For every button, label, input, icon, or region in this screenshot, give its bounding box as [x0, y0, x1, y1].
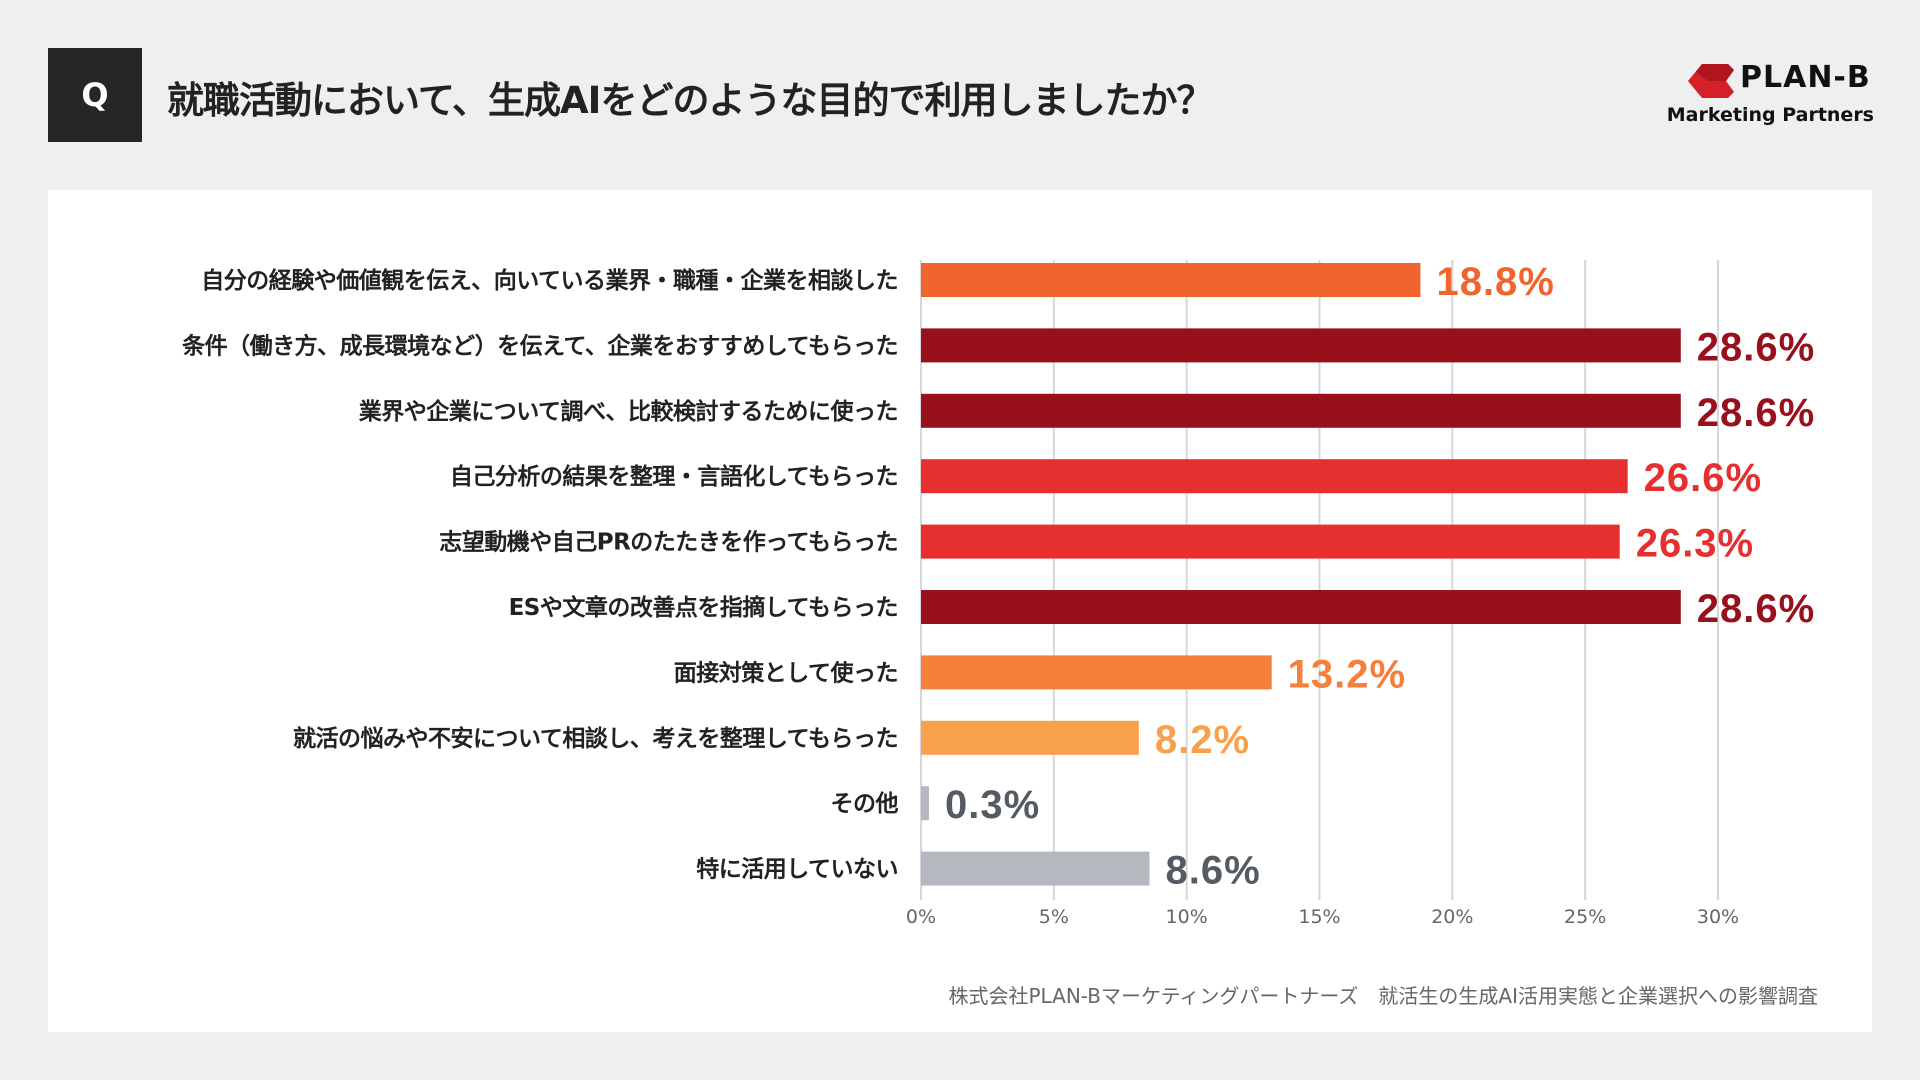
category-label: 自分の経験や価値観を伝え、向いている業界・職種・企業を相談した: [201, 267, 898, 294]
category-label: 特に活用していない: [696, 857, 898, 883]
source-note: 株式会社PLAN-Bマーケティングパートナーズ 就活生の生成AI活用実態と企業選…: [948, 984, 1818, 1008]
chart-panel: 0% 5% 10% 15% 20% 25% 30% 自分の経験や価値観を伝え、向いている業界・…: [48, 190, 1872, 1032]
data-label: 8.6%: [1165, 849, 1260, 893]
bar: [921, 851, 1150, 886]
category-label: ESや文章の改善点を指摘してもらった: [509, 594, 898, 621]
question-badge: Q: [48, 48, 142, 142]
bar: [921, 524, 1620, 559]
logo-subtitle: Marketing Partners: [1666, 104, 1874, 126]
data-label: 26.3%: [1636, 522, 1754, 566]
x-tick-label: 15%: [1298, 906, 1340, 928]
x-tick-label: 5%: [1039, 906, 1069, 928]
data-label: 8.2%: [1155, 718, 1250, 762]
data-label: 28.6%: [1697, 587, 1815, 631]
bar: [921, 655, 1272, 690]
x-tick-label: 10%: [1166, 906, 1208, 928]
category-label: 業界や企業について調べ、比較検討するために使った: [358, 398, 898, 425]
bar: [921, 328, 1681, 363]
bar: [921, 393, 1681, 428]
category-label: 就活の悩みや不安について相談し、考えを整理してもらった: [293, 725, 898, 752]
data-label: 0.3%: [945, 783, 1040, 827]
x-tick-label: 30%: [1697, 906, 1739, 928]
bar: [921, 590, 1681, 624]
data-label: 28.6%: [1697, 325, 1815, 369]
data-label: 26.6%: [1644, 456, 1762, 500]
bar: [921, 720, 1139, 755]
category-label: 志望動機や自己PRのたたきを作ってもらった: [439, 529, 898, 556]
category-label: その他: [831, 791, 899, 817]
logo: PLAN-B Marketing Partners: [1667, 60, 1874, 132]
category-label: 自己分析の結果を整理・言語化してもらった: [450, 463, 898, 490]
data-label: 13.2%: [1288, 652, 1406, 696]
x-tick-label: 20%: [1431, 906, 1473, 928]
category-label: 条件（働き方、成長環境など）を伝えて、企業をおすすめしてもらった: [182, 332, 898, 359]
logo-mark-icon: [1688, 64, 1734, 98]
data-label: 18.8%: [1436, 260, 1554, 304]
data-label: 28.6%: [1697, 391, 1815, 435]
bar: [921, 263, 1421, 297]
bar: [921, 459, 1628, 494]
category-label: 面接対策として使った: [674, 659, 898, 686]
bar: [921, 786, 929, 821]
logo-brand: PLAN-B: [1740, 60, 1871, 95]
x-tick-label: 25%: [1564, 906, 1606, 928]
bar-chart: 0% 5% 10% 15% 20% 25% 30% 自分の経験や価値観を伝え、向いている業界・…: [182, 260, 1815, 928]
x-tick-label: 0%: [906, 906, 936, 928]
page-title: 就職活動において、生成AIをどのような目的で利用しましたか？: [167, 79, 1213, 122]
